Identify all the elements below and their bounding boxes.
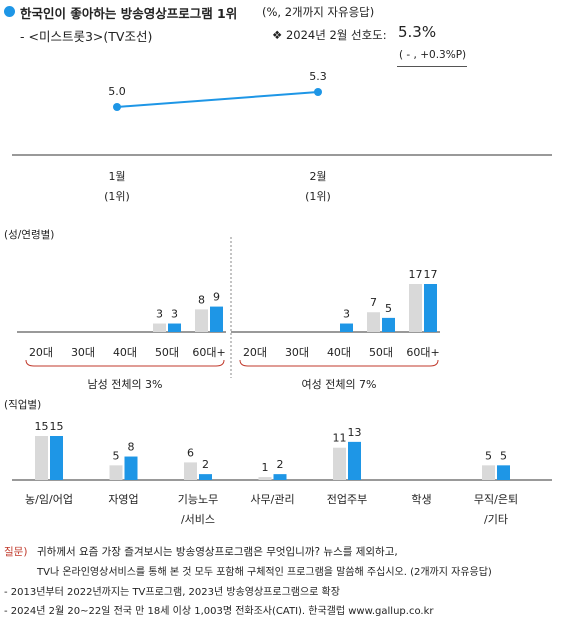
gender-age-value-label: 3 — [343, 308, 350, 321]
occupation-category-label: 기능노무 — [178, 493, 218, 506]
occupation-value-label: 15 — [35, 420, 49, 433]
gender-age-category-label: 50대 — [155, 346, 179, 359]
gender-age-category-label: 50대 — [369, 346, 393, 359]
occupation-bar — [184, 462, 197, 480]
occupation-value-label: 8 — [128, 441, 135, 454]
gender-age-value-label: 9 — [213, 291, 220, 304]
trend-line-chart: 5.0 1월 (1위) 5.3 2월 (1위) — [12, 70, 552, 203]
gender-age-bar — [409, 284, 422, 332]
occupation-category-label: /서비스 — [181, 513, 215, 526]
gender-age-category-label: 60대+ — [406, 346, 439, 359]
gender-group-total-label: 여성 전체의 7% — [301, 378, 376, 391]
preference-change: ( - , +0.3%P) — [399, 49, 467, 61]
gender-age-value-label: 3 — [171, 308, 178, 321]
gender-age-value-label: 3 — [156, 308, 163, 321]
preference-value: 5.3% — [398, 23, 437, 41]
occupation-category-label: 학생 — [411, 493, 431, 506]
occupation-value-label: 5 — [485, 449, 492, 462]
occupation-bar — [109, 465, 123, 480]
occupation-bar — [124, 456, 138, 480]
gender-group-total-label: 남성 전체의 3% — [87, 378, 162, 391]
occupation-bar — [333, 447, 346, 480]
page-title: 한국인이 좋아하는 방송영상프로그램 1위 — [20, 6, 238, 21]
occupation-category-label: /기타 — [484, 513, 508, 526]
occupation-value-label: 5 — [113, 449, 120, 462]
gender-age-value-label: 8 — [198, 293, 205, 306]
gender-age-value-label: 7 — [370, 296, 377, 309]
gender-age-value-label: 5 — [385, 302, 392, 315]
occupation-title: (직업별) — [4, 399, 42, 411]
occupation-bar — [50, 436, 63, 480]
gender-age-category-label: 40대 — [113, 346, 137, 359]
occupation-category-label: 자영업 — [108, 493, 138, 506]
gender-age-bar — [367, 312, 380, 332]
trend-value-label: 5.0 — [108, 85, 126, 98]
trend-rank-label: (1위) — [305, 190, 331, 203]
preference-change-underline — [397, 66, 467, 67]
trend-category-label: 1월 — [108, 170, 125, 183]
title-suffix: (%, 2개까지 자유응답) — [262, 5, 375, 19]
gender-group-bracket — [239, 359, 439, 367]
gender-age-bar — [340, 323, 353, 332]
gender-age-bar — [382, 317, 395, 332]
occupation-value-label: 2 — [202, 458, 209, 471]
occupation-value-label: 15 — [50, 420, 64, 433]
trend-category-label: 2월 — [309, 170, 326, 183]
gender-age-category-label: 20대 — [29, 346, 53, 359]
occupation-bar — [348, 441, 361, 480]
occupation-category-label: 무직/은퇴 — [474, 493, 518, 506]
trend-value-label: 5.3 — [309, 70, 327, 83]
gender-age-bar — [424, 284, 437, 332]
gender-age-category-label: 30대 — [285, 346, 309, 359]
occupation-value-label: 2 — [277, 458, 284, 471]
trend-point — [113, 103, 121, 111]
gender-age-category-label: 60대+ — [192, 346, 225, 359]
note-survey: - 2024년 2월 20~22일 전국 만 18세 이상 1,003명 전화조… — [4, 606, 434, 617]
occupation-value-label: 13 — [348, 426, 362, 439]
occupation-bar — [482, 465, 495, 480]
gender-age-bar — [153, 323, 166, 332]
gender-age-category-label: 40대 — [327, 346, 351, 359]
subtitle: - <미스트롯3>(TV조선) — [20, 29, 153, 44]
occupation-category-label: 사무/관리 — [250, 493, 294, 506]
occupation-category-label: 농/임/어업 — [25, 493, 73, 506]
occupation-value-label: 11 — [333, 432, 347, 445]
gender-age-category-label: 30대 — [71, 346, 95, 359]
gender-group-bracket — [25, 359, 225, 367]
question-label: 질문) — [4, 546, 28, 558]
question-line-2: TV나 온라인영상서비스를 통해 본 것 모두 포함해 구체적인 프로그램을 말… — [37, 567, 492, 578]
occupation-bar — [273, 474, 287, 480]
preference-label: ❖ 2024년 2월 선호도: — [272, 28, 387, 42]
gender-age-category-label: 20대 — [243, 346, 267, 359]
gender-age-bar — [195, 309, 208, 332]
gender-age-bar — [168, 323, 181, 332]
occupation-bar — [258, 477, 272, 480]
title-bullet-icon — [4, 6, 15, 17]
trend-series-line — [116, 91, 319, 108]
gender-age-value-label: 17 — [424, 268, 438, 281]
trend-rank-label: (1위) — [104, 190, 130, 203]
occupation-bar — [199, 474, 212, 480]
gender-age-value-label: 17 — [409, 268, 423, 281]
gender-age-title: (성/연령별) — [4, 229, 55, 241]
occupation-bar — [35, 436, 48, 480]
occupation-value-label: 5 — [500, 449, 507, 462]
occupation-value-label: 6 — [187, 446, 194, 459]
occupation-category-label: 전업주부 — [327, 493, 367, 506]
occupation-bar — [497, 465, 510, 480]
note-scope: - 2013년부터 2022년까지는 TV프로그램, 2023년 방송영상프로그… — [4, 587, 340, 598]
gender-age-bar — [210, 306, 223, 332]
occupation-value-label: 1 — [262, 461, 269, 474]
trend-point — [314, 88, 322, 96]
question-line-1: 귀하께서 요즘 가장 즐겨보시는 방송영상프로그램은 무엇입니까? 뉴스를 제외… — [37, 546, 398, 558]
